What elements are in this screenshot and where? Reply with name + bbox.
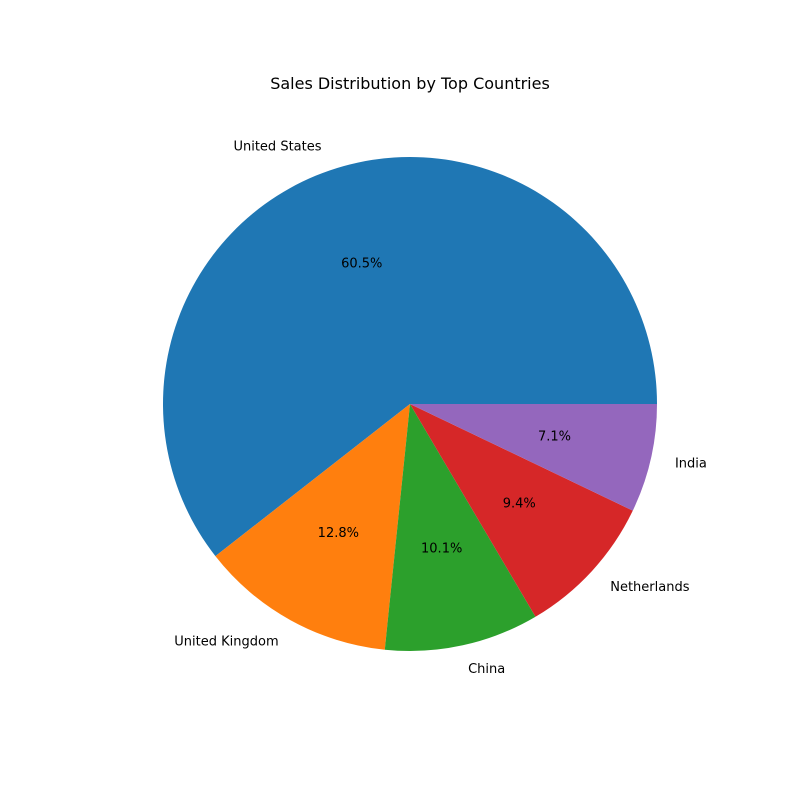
slice-label-india: India xyxy=(675,457,707,472)
slice-labels: United States United Kingdom China Netherla… xyxy=(174,140,707,677)
pie-slice-china xyxy=(384,404,536,652)
slice-label-netherlands: Netherlands xyxy=(610,580,689,595)
slice-label-china: China xyxy=(468,662,505,677)
percent-labels: 60.5% 12.8% 10.1% 9.4% 7.1% xyxy=(318,256,571,556)
pie-slice-netherlands xyxy=(410,404,633,617)
pie-slice-united-states xyxy=(162,157,657,557)
pie-slices xyxy=(162,157,657,652)
percent-label-india: 7.1% xyxy=(538,429,571,444)
pie-slice-united-kingdom xyxy=(215,404,410,650)
percent-label-china: 10.1% xyxy=(421,541,462,556)
chart-title: Sales Distribution by Top Countries xyxy=(270,74,550,93)
percent-label-united-states: 60.5% xyxy=(341,256,382,271)
slice-label-united-kingdom: United Kingdom xyxy=(174,634,278,649)
percent-label-netherlands: 9.4% xyxy=(503,497,536,512)
slice-label-united-states: United States xyxy=(233,140,321,155)
pie-slice-india xyxy=(410,404,657,511)
percent-label-united-kingdom: 12.8% xyxy=(318,526,359,541)
